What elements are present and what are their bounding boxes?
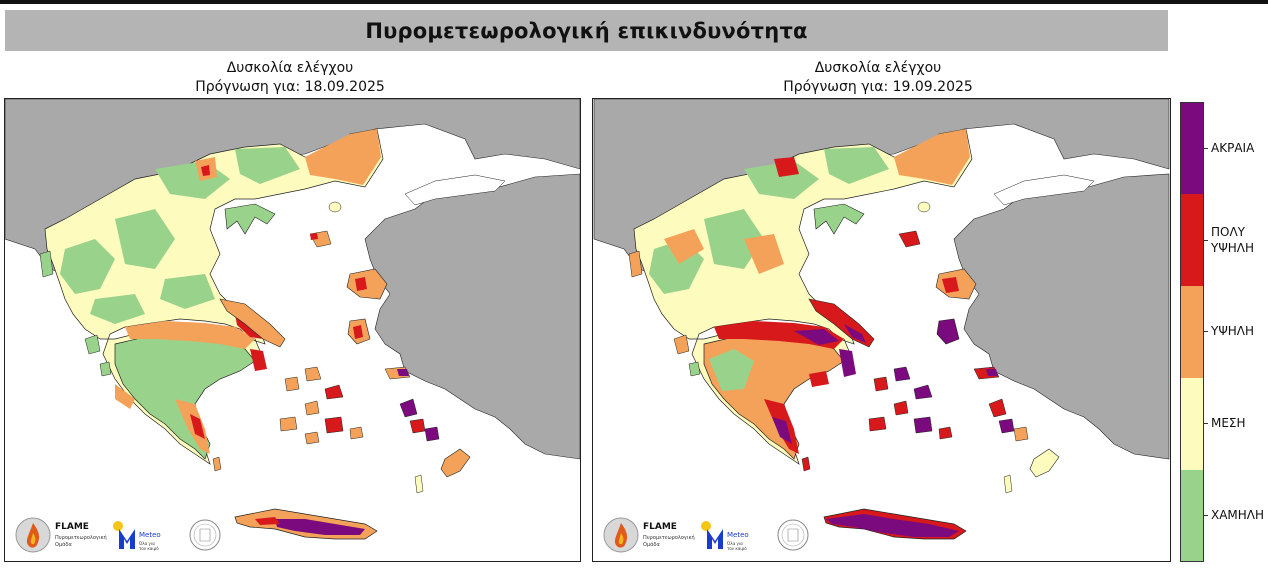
legend-tick xyxy=(1203,331,1208,332)
flame-sub2: Ομάδα xyxy=(55,541,72,548)
seal-logo-icon xyxy=(189,519,221,551)
legend-label-medium: ΜΕΣΗ xyxy=(1211,416,1246,430)
meteo-sun-icon xyxy=(701,521,711,531)
flame-name: FLAME xyxy=(55,522,89,532)
map-panel-1: FLAME Πυρομετεωρολογική Ομάδα Meteo Όλα … xyxy=(4,98,581,562)
legend-swatch-extreme xyxy=(1181,103,1203,194)
legend-tick xyxy=(1203,148,1208,149)
map-2-svg xyxy=(593,99,1170,540)
chalkidiki xyxy=(813,203,865,235)
lemnos xyxy=(898,230,921,248)
rhodes xyxy=(440,448,471,478)
flame-sub1: Πυρομετεωρολογική xyxy=(55,534,107,541)
flame-name: FLAME xyxy=(643,522,677,532)
meteo-logo-icon xyxy=(119,529,135,549)
legend-tick xyxy=(1203,240,1208,241)
panel-1-title-line1: Δυσκολία ελέγχου xyxy=(226,60,354,76)
seal-logo-icon xyxy=(777,519,809,551)
thassos xyxy=(917,201,931,213)
flame-sub2: Ομάδα xyxy=(643,541,660,548)
thrace-high xyxy=(894,129,970,185)
legend-swatch-medium xyxy=(1181,378,1203,470)
panel-2-title: Δυσκολία ελέγχου Πρόγνωση για: 19.09.202… xyxy=(588,59,1168,97)
meteo-sub2: τον καιρό xyxy=(139,546,159,551)
euboea xyxy=(219,298,286,348)
marmara-sea xyxy=(993,174,1095,206)
legend-swatch-very-high xyxy=(1181,194,1203,286)
thassos xyxy=(328,201,342,213)
legend-tick xyxy=(1203,515,1208,516)
chalkidiki xyxy=(224,203,276,235)
legend-label-extreme: ΑΚΡΑΙΑ xyxy=(1211,141,1255,155)
page-title: Πυρομετεωρολογική επικινδυνότητα xyxy=(365,18,808,43)
peloponnese xyxy=(114,330,256,460)
zakynthos xyxy=(688,361,701,377)
meteo-sub2: τον καιρό xyxy=(727,546,747,551)
legend-swatch-low xyxy=(1181,470,1203,561)
peloponnese xyxy=(703,330,845,460)
meteo-name: Meteo xyxy=(139,531,161,539)
panel-2-date: Πρόγνωση για: 19.09.2025 xyxy=(783,79,973,95)
legend-label-low: ΧΑΜΗΛΗ xyxy=(1211,508,1265,522)
cyclades-1 xyxy=(284,376,300,392)
chios xyxy=(936,318,960,345)
title-banner: Πυρομετεωρολογική επικινδυνότητα xyxy=(5,10,1168,51)
top-border-line xyxy=(0,0,1268,4)
rhodes xyxy=(1029,448,1060,478)
panel-1-date: Πρόγνωση για: 18.09.2025 xyxy=(195,79,385,95)
kythira xyxy=(212,456,222,472)
map-panel-2: FLAME Πυρομετεωρολογική Ομάδα Meteo Όλα … xyxy=(592,98,1171,562)
turkey-land xyxy=(364,173,580,460)
lesbos xyxy=(346,268,388,300)
logos-panel-2: FLAME Πυρομετεωρολογική Ομάδα Meteo Όλα … xyxy=(603,515,813,555)
legend-label-very-high-line1: ΠΟΛΥ xyxy=(1211,225,1246,239)
meteo-logo-icon xyxy=(707,529,723,549)
risk-legend-colorbar xyxy=(1180,102,1204,562)
meteo-name: Meteo xyxy=(727,531,749,539)
legend-label-high: ΥΨΗΛΗ xyxy=(1211,324,1255,338)
meteo-sun-icon xyxy=(113,521,123,531)
zakynthos xyxy=(99,361,112,377)
meteo-sub1: Όλα για xyxy=(138,541,155,546)
legend-label-very-high-line2: ΥΨΗΛΗ xyxy=(1211,241,1255,255)
map-1-svg xyxy=(5,99,580,540)
logos-panel-1: FLAME Πυρομετεωρολογική Ομάδα Meteo Όλα … xyxy=(15,515,225,555)
kefalonia xyxy=(673,334,690,355)
panel-1-title: Δυσκολία ελέγχου Πρόγνωση για: 18.09.202… xyxy=(0,59,580,97)
legend-tick xyxy=(1203,423,1208,424)
kefalonia xyxy=(84,334,101,355)
turkey-land xyxy=(953,173,1170,460)
thrace-high xyxy=(305,129,381,185)
flame-sub1: Πυρομετεωρολογική xyxy=(643,534,695,541)
meteo-sub1: Όλα για xyxy=(726,541,743,546)
kythira xyxy=(801,456,811,472)
corfu xyxy=(39,250,54,278)
marmara-sea xyxy=(404,174,506,206)
panel-2-title-line1: Δυσκολία ελέγχου xyxy=(814,60,942,76)
corfu xyxy=(628,250,643,278)
legend-swatch-high xyxy=(1181,286,1203,378)
